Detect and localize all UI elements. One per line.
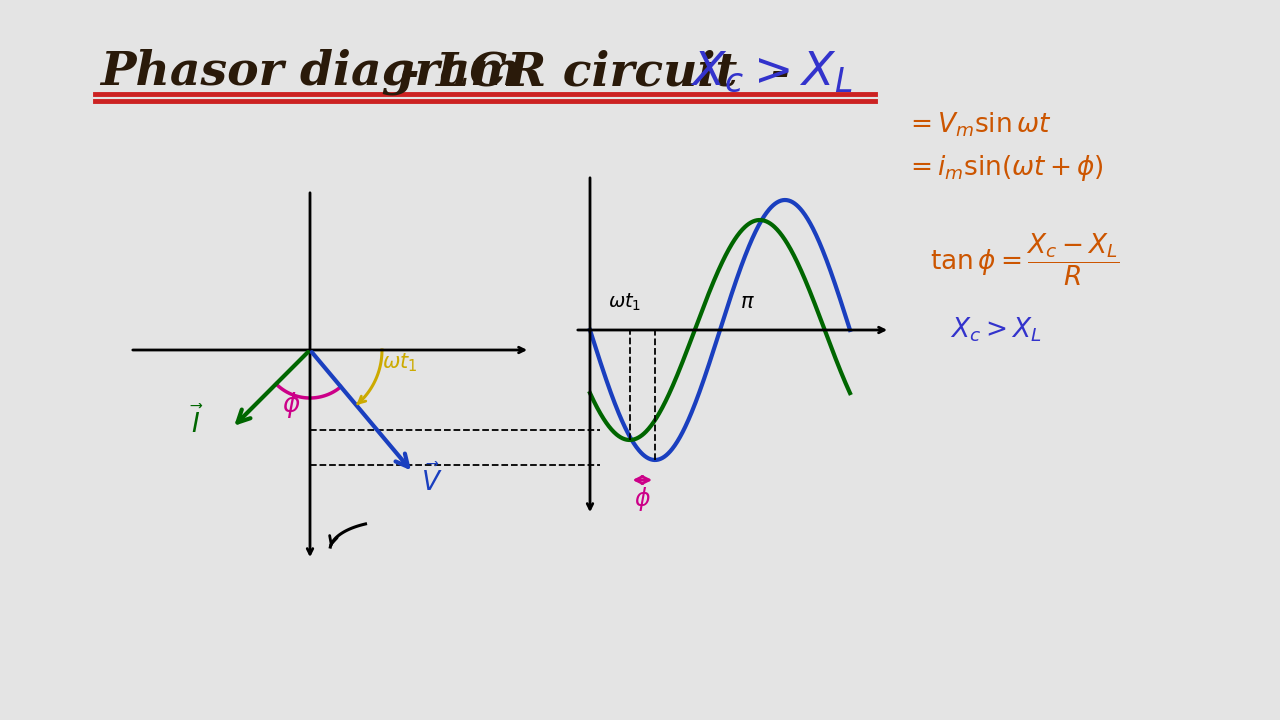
Text: $\pi$: $\pi$ xyxy=(740,293,755,312)
Text: Phasor diagram: Phasor diagram xyxy=(100,49,520,95)
Text: $\vec{V}$: $\vec{V}$ xyxy=(421,463,443,495)
Text: $\tan\phi = \dfrac{X_c - X_L}{R}$: $\tan\phi = \dfrac{X_c - X_L}{R}$ xyxy=(931,232,1120,289)
Text: $\phi$: $\phi$ xyxy=(634,485,650,513)
Text: $\omega t_1$: $\omega t_1$ xyxy=(381,351,417,374)
Text: $= V_m \sin\omega t$: $= V_m \sin\omega t$ xyxy=(905,111,1051,139)
Text: $X_c > X_L$: $X_c > X_L$ xyxy=(690,49,852,95)
Text: $\omega t_1$: $\omega t_1$ xyxy=(608,292,641,313)
Text: $= i_m \sin(\omega t + \phi)$: $= i_m \sin(\omega t + \phi)$ xyxy=(905,153,1103,183)
Text: $\phi$: $\phi$ xyxy=(282,390,301,420)
Text: $X_c > X_L$: $X_c > X_L$ xyxy=(950,316,1042,344)
Text: - LCR circuit  -: - LCR circuit - xyxy=(399,49,790,95)
Text: $\vec{I}$: $\vec{I}$ xyxy=(191,405,204,438)
